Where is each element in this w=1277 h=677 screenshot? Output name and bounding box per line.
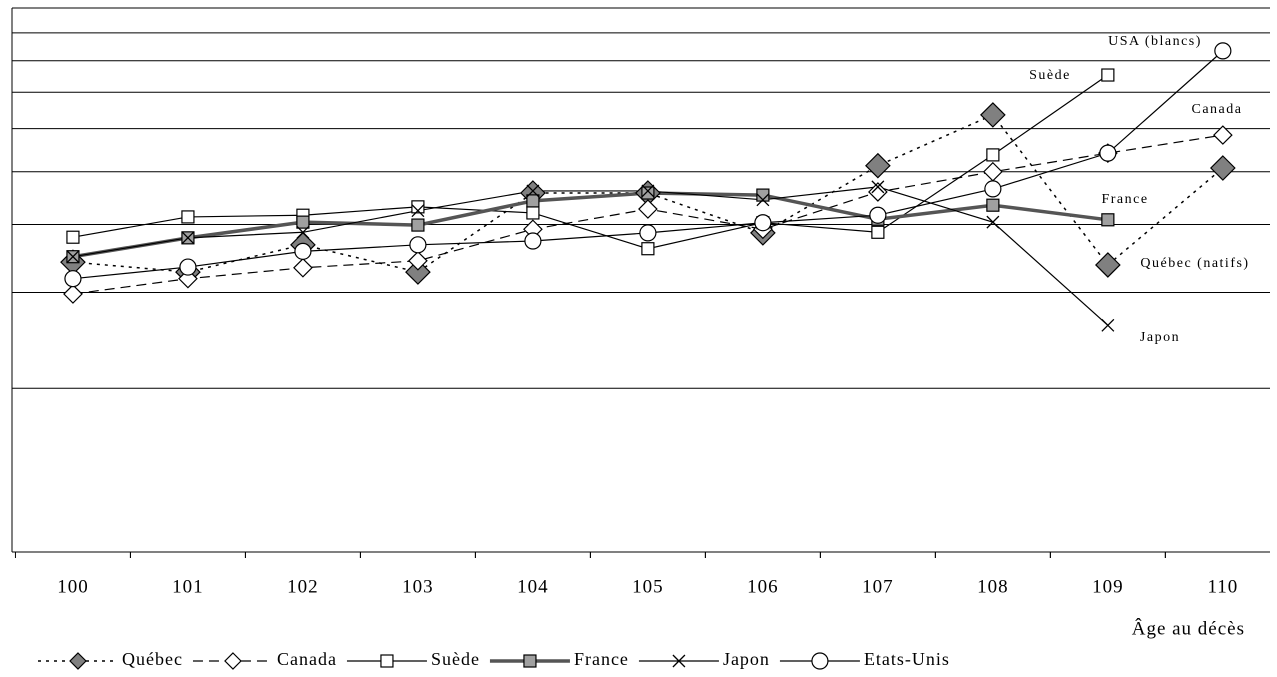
marker [1214, 42, 1232, 60]
x-tick-label: 105 [632, 576, 664, 597]
marker [1101, 213, 1115, 227]
legend-item: Suède [346, 649, 480, 669]
legend-label: Japon [723, 649, 770, 669]
x-tick-label: 109 [1092, 576, 1124, 597]
x-tick-label: 110 [1207, 576, 1238, 597]
marker [871, 225, 885, 239]
marker [293, 257, 313, 278]
marker [641, 242, 655, 256]
marker [1101, 318, 1115, 332]
marker [756, 193, 770, 207]
marker [1095, 252, 1121, 278]
legend-label: Canada [277, 649, 337, 669]
legend-item: Québec [38, 649, 183, 670]
marker [411, 204, 425, 218]
legend-item: Canada [192, 649, 337, 670]
marker [224, 652, 242, 670]
marker [869, 206, 887, 224]
x-tick-label: 108 [977, 576, 1009, 597]
annotation: Japon [1140, 330, 1180, 345]
marker [672, 654, 686, 668]
marker [983, 161, 1003, 182]
marker [294, 242, 312, 260]
legend-item: Japon [638, 649, 770, 669]
marker [1101, 68, 1115, 82]
marker [641, 186, 655, 200]
annotation: Canada [1192, 102, 1243, 117]
marker [524, 232, 542, 250]
legend-label: Etats-Unis [864, 649, 950, 669]
marker [380, 654, 394, 668]
series-line [72, 113, 1224, 273]
marker [526, 206, 540, 220]
x-tick-label: 104 [517, 576, 549, 597]
marker [754, 214, 772, 232]
annotation: Suède [1029, 68, 1071, 83]
x-tick-label: 107 [862, 576, 894, 597]
marker [868, 182, 888, 202]
marker [411, 218, 425, 232]
marker [405, 259, 431, 285]
series-line [72, 186, 1109, 326]
marker [986, 215, 1000, 229]
legend-label: France [574, 649, 629, 669]
marker [811, 652, 829, 670]
marker [986, 148, 1000, 162]
marker [986, 198, 1000, 212]
marker [181, 231, 195, 245]
marker [66, 250, 80, 264]
x-tick-label: 103 [402, 576, 434, 597]
marker [641, 184, 655, 198]
marker [66, 230, 80, 244]
marker [756, 188, 770, 202]
legend-label: Suède [431, 649, 480, 669]
marker [408, 250, 428, 271]
marker [865, 152, 891, 179]
legend-label: Québec [122, 649, 183, 669]
series-line [72, 191, 1109, 259]
x-axis-title: Âge au décès [1132, 617, 1245, 639]
marker [638, 199, 658, 219]
marker [409, 236, 427, 254]
x-tick-label: 100 [57, 576, 89, 597]
marker [1213, 125, 1233, 145]
marker [1099, 144, 1117, 162]
marker [64, 270, 82, 288]
marker [63, 284, 83, 304]
marker [296, 215, 310, 229]
annotation: Québec (natifs) [1140, 256, 1249, 271]
marker [1210, 155, 1236, 181]
marker [181, 210, 195, 224]
series-line [72, 74, 1109, 250]
marker [984, 180, 1002, 198]
marker [296, 225, 310, 239]
annotation: USA (blancs) [1108, 34, 1202, 49]
marker [526, 194, 540, 208]
marker [69, 652, 87, 670]
marker [179, 258, 197, 276]
x-tick-label: 101 [172, 576, 204, 597]
marker [980, 102, 1006, 128]
x-tick-label: 106 [747, 576, 779, 597]
marker [639, 224, 657, 242]
legend-item: Etats-Unis [779, 649, 950, 670]
marker [526, 184, 540, 198]
legend-item: France [489, 649, 629, 669]
marker [523, 654, 537, 668]
annotation: France [1101, 192, 1148, 207]
x-tick-label: 102 [287, 576, 319, 597]
marker [871, 180, 885, 194]
marker [411, 200, 425, 214]
